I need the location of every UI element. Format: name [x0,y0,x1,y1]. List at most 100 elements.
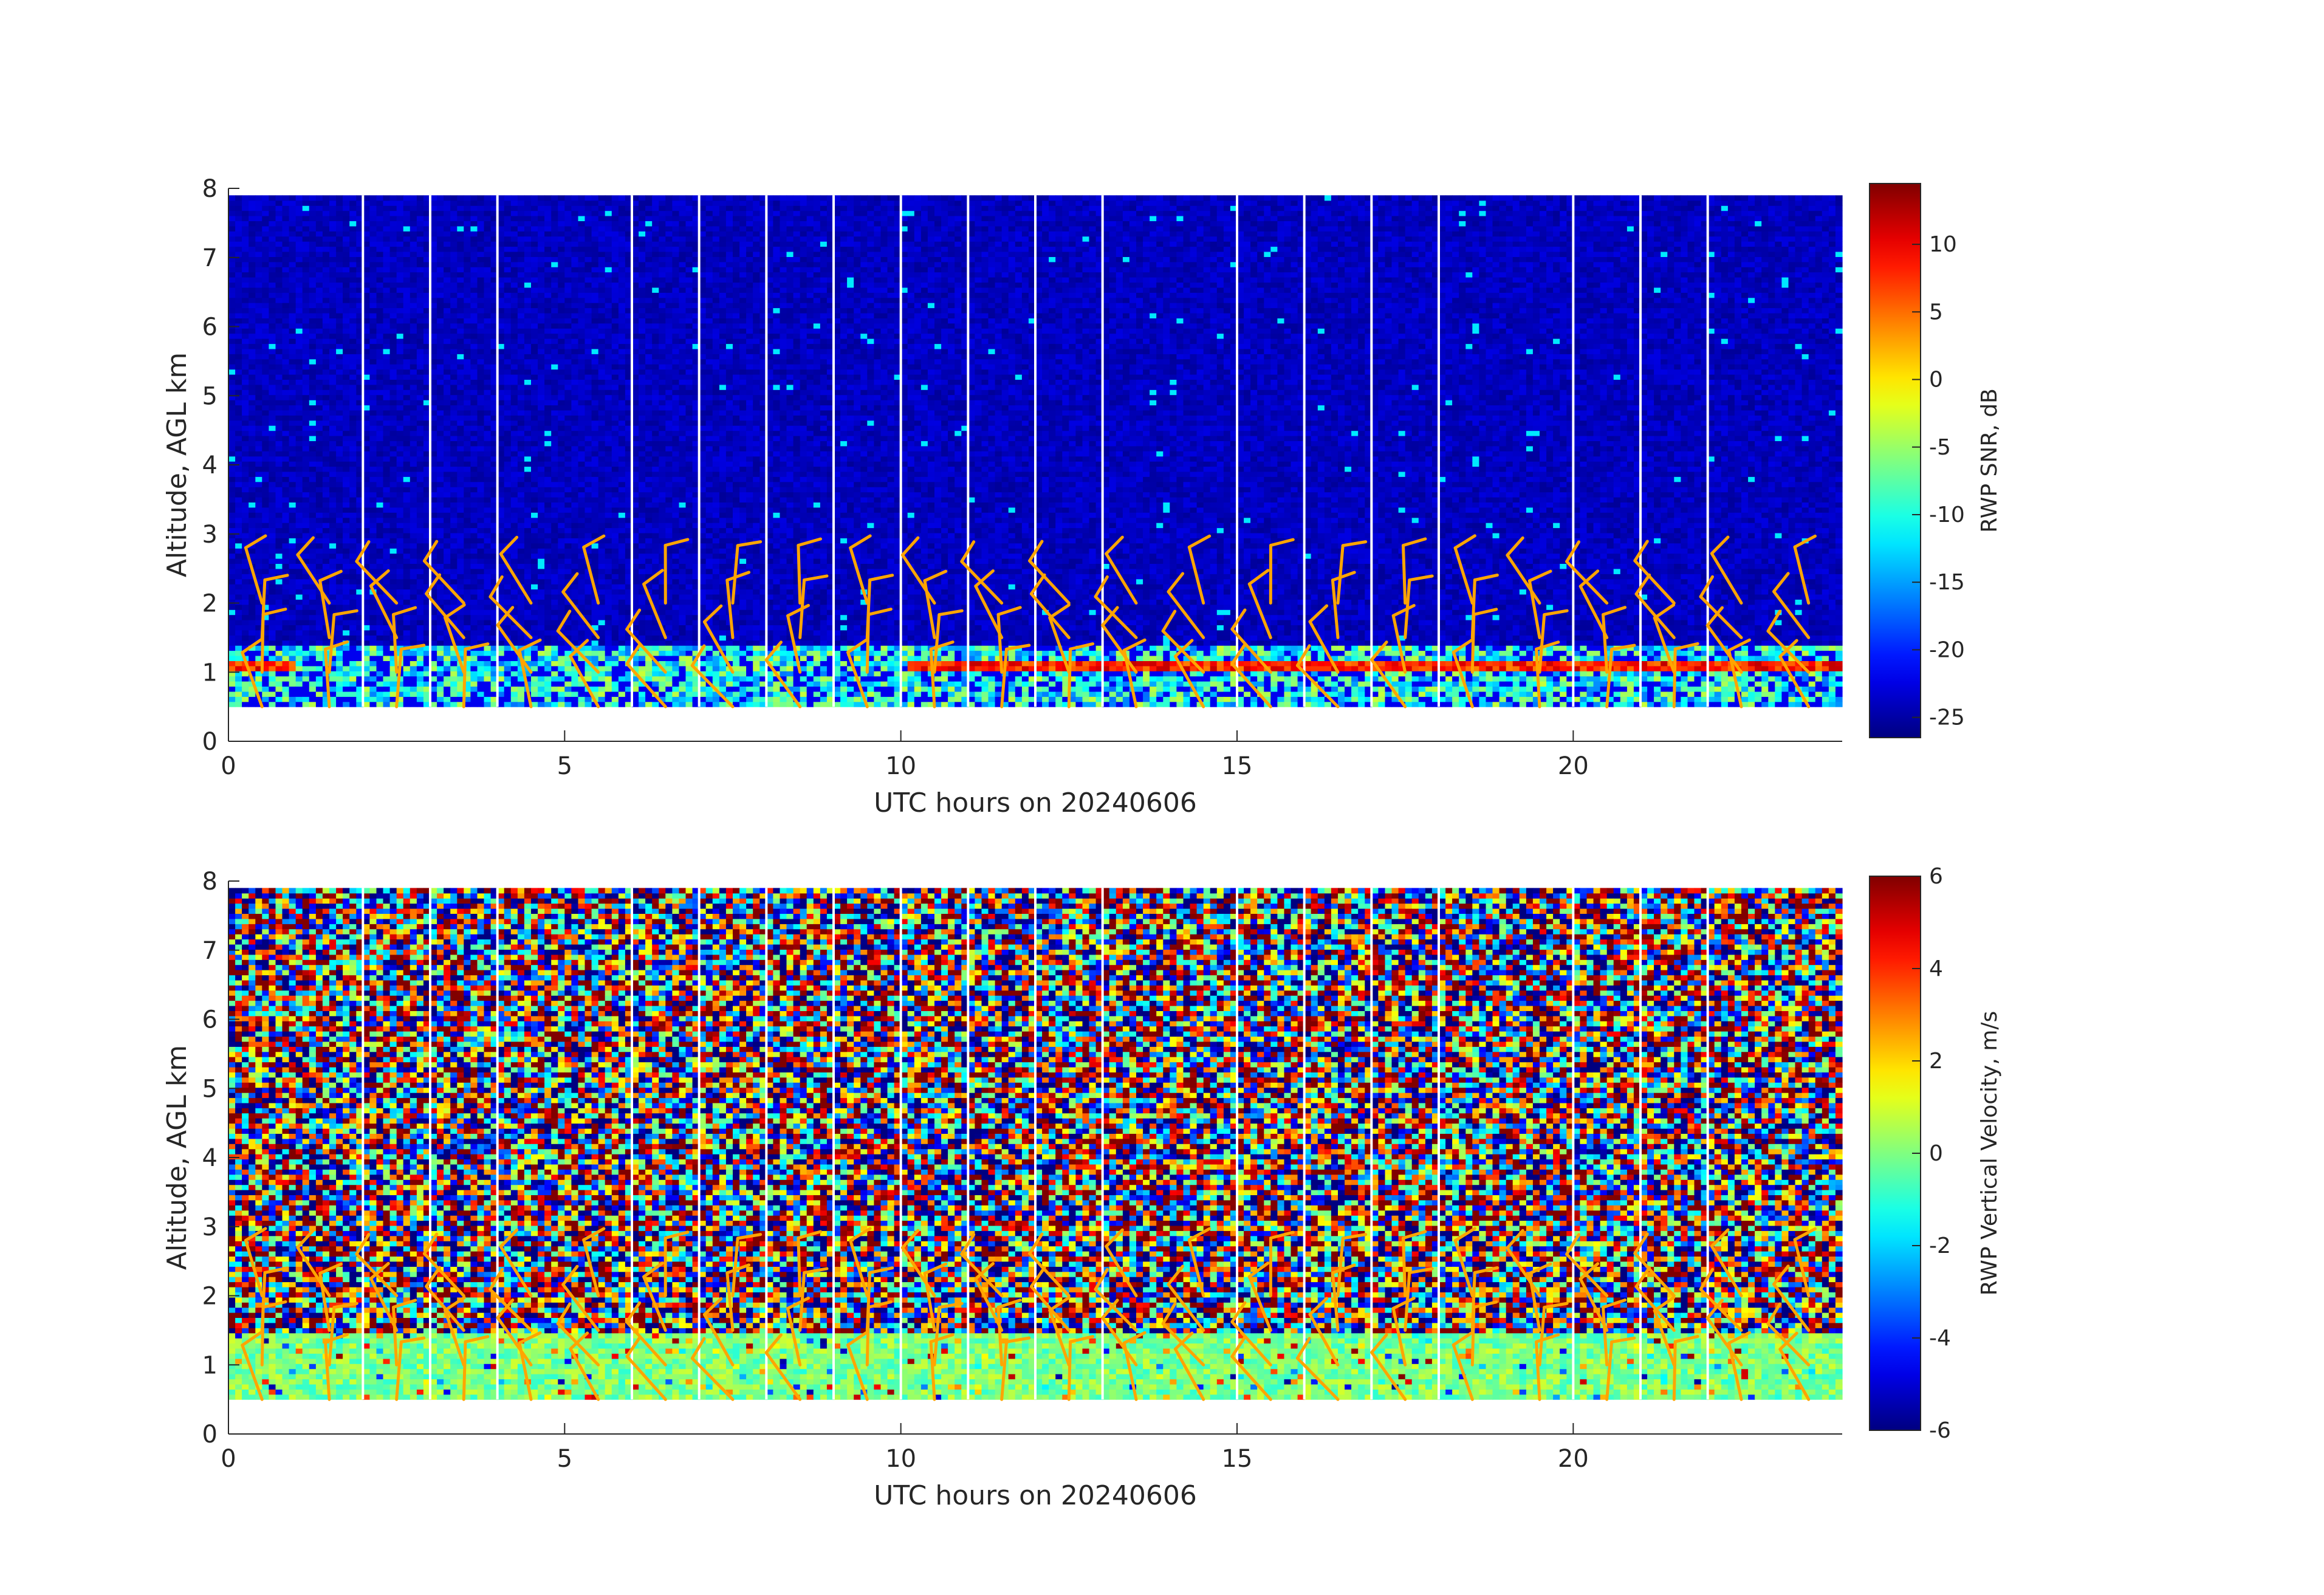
heat-cell [369,696,377,702]
heat-cell [242,687,249,692]
heat-cell [329,605,337,610]
heat-cell [269,476,276,482]
heat-cell [383,635,391,640]
heat-cell [343,425,350,431]
heat-cell [242,451,249,456]
heat-cell [283,630,290,636]
heat-cell [255,497,262,503]
heat-cell [397,313,404,318]
heat-cell [242,441,249,446]
heat-cell [410,252,417,257]
heat-cell [383,298,391,303]
heat-cell [417,420,424,426]
heat-cell [397,236,404,242]
heat-cell [303,609,310,615]
heat-cell [316,221,323,227]
heat-cell [329,436,337,441]
heat-cell [228,385,236,390]
heat-cell [343,482,350,487]
heat-cell [228,687,236,692]
heat-cell [377,205,384,211]
heat-cell [269,492,276,498]
heat-cell [343,283,350,288]
heat-cell [296,512,303,518]
heat-cell [228,528,236,533]
heat-cell [255,272,262,278]
heat-cell [296,696,303,702]
heat-cell [316,385,323,390]
heat-cell [369,467,377,472]
heat-cell [235,589,242,595]
heat-cell [235,615,242,620]
heat-cell [397,323,404,329]
heat-cell [283,451,290,456]
heat-cell [283,287,290,293]
heat-cell [303,528,310,533]
heat-cell [242,676,249,682]
heat-cell [289,277,296,283]
heat-cell [235,374,242,380]
heat-cell [255,323,262,329]
heat-cell [303,344,310,349]
heat-cell [309,609,317,615]
heat-cell [383,482,391,487]
heat-cell [369,420,377,426]
heat-cell [329,400,337,405]
heat-cell [303,476,310,482]
heat-cell [397,359,404,365]
heat-cell [303,247,310,252]
heat-cell [316,533,323,538]
heat-cell [276,410,283,416]
heat-cell [323,533,330,538]
heat-cell [329,461,337,467]
heat-cell [276,681,283,687]
heat-cell [235,497,242,503]
heat-cell [444,195,451,201]
heat-cell [349,512,357,518]
heat-cell [336,599,343,605]
heat-cell [289,364,296,369]
heat-cell [343,431,350,436]
heat-cell [349,645,357,651]
heat-cell [444,334,451,339]
heat-cell [410,446,417,451]
heat-cell [235,364,242,369]
heat-cell [235,436,242,441]
heat-cell [417,681,424,687]
heat-cell [296,349,303,354]
heat-cell [383,467,391,472]
heat-cell [383,487,391,492]
heat-cell [235,528,242,533]
heat-cell [343,589,350,595]
heat-cell [228,461,236,467]
heat-cell [289,344,296,349]
heat-cell [349,487,357,492]
heat-cell [242,308,249,314]
heat-cell [390,349,397,354]
heat-cell [228,410,236,416]
heat-cell [390,436,397,441]
heat-cell [249,287,256,293]
heat-cell [303,492,310,498]
heat-cell [343,256,350,262]
heat-cell [228,221,236,227]
heat-cell [390,548,397,554]
heat-cell [383,579,391,585]
heat-cell [249,201,256,206]
heat-cell [336,379,343,385]
heat-cell [269,415,276,420]
heat-cell [296,645,303,651]
heat-cell [296,502,303,507]
heat-cell [390,221,397,227]
heat-cell [316,487,323,492]
heat-cell [316,538,323,543]
heat-cell [289,687,296,692]
heat-cell [390,256,397,262]
heat-cell [397,476,404,482]
heat-cell [369,563,377,569]
heat-cell [336,328,343,334]
heat-cell [349,651,357,656]
heat-cell [296,420,303,426]
heat-cell [276,425,283,431]
heat-cell [343,277,350,283]
